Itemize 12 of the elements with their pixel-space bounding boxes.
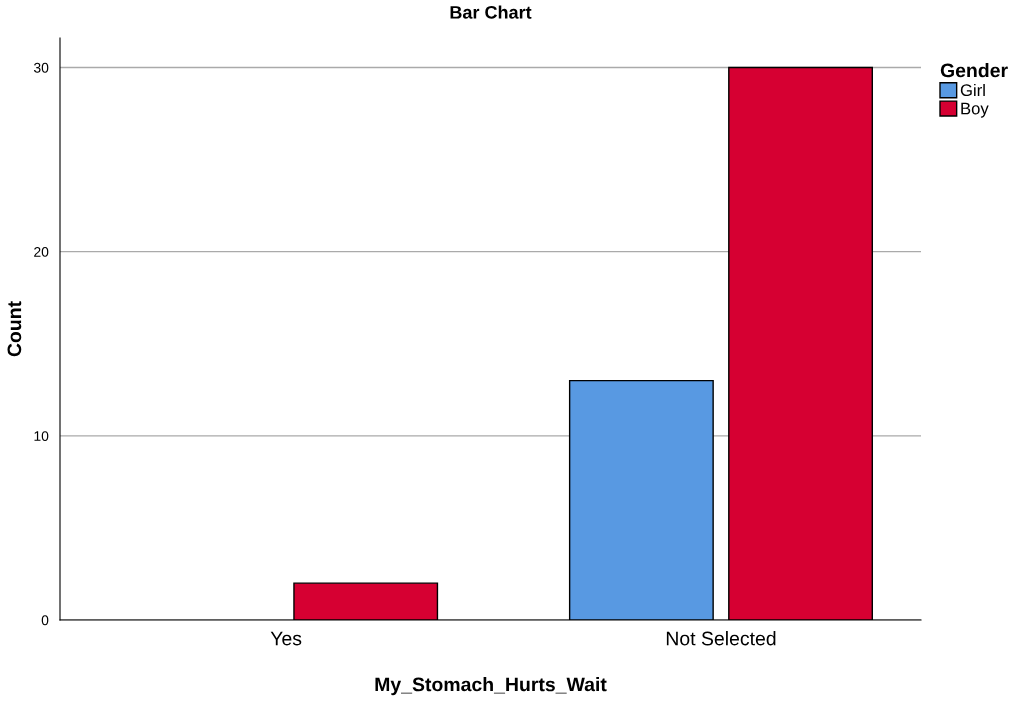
x-axis-title: My_Stomach_Hurts_Wait (375, 677, 607, 696)
y-tick-label: 10 (34, 431, 49, 441)
legend-title: Gender (940, 63, 1008, 78)
y-axis-title: Count (7, 301, 22, 357)
legend-label: Boy (961, 102, 989, 118)
y-tick-label: 30 (33, 62, 49, 73)
x-tick-label: Yes (270, 631, 302, 646)
x-tick-label: Not Selected (666, 631, 776, 646)
legend-label: Girl (960, 83, 985, 97)
y-tick-label: 0 (41, 615, 49, 626)
chart-title: Bar Chart (450, 5, 532, 19)
y-tick-label: 20 (34, 246, 49, 257)
